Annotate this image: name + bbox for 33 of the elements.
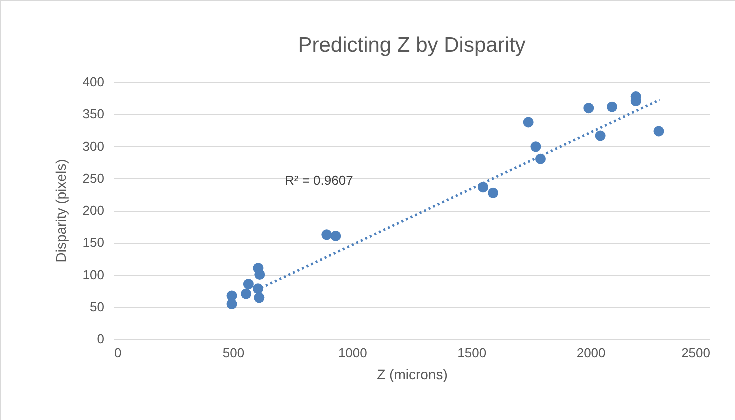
point xyxy=(254,270,266,280)
y-tick-label: 400 xyxy=(82,74,104,90)
point xyxy=(226,299,238,310)
chart-title: Predicting Z by Disparity xyxy=(298,34,526,57)
point xyxy=(595,130,606,142)
x-tick-label: 1500 xyxy=(458,346,487,360)
y-tick-label: 250 xyxy=(82,170,104,186)
x-tick-label: 500 xyxy=(222,346,245,360)
point xyxy=(654,126,664,137)
point xyxy=(330,230,342,242)
point xyxy=(254,292,265,304)
point xyxy=(584,103,594,114)
x-axis-title: Z (microns) xyxy=(377,366,448,382)
point xyxy=(322,230,332,240)
y-tick-label: 350 xyxy=(82,106,104,122)
x-tick-label: 1000 xyxy=(338,346,368,360)
point xyxy=(523,117,534,128)
y-tick-label: 150 xyxy=(82,235,104,250)
y-tick-label: 0 xyxy=(97,332,104,346)
y-tick-label: 100 xyxy=(82,267,104,282)
point xyxy=(243,279,254,290)
point xyxy=(488,188,499,198)
x-tick-label: 2000 xyxy=(576,346,606,360)
y-tick-label: 300 xyxy=(82,138,104,154)
x-tick-label: 0 xyxy=(114,346,122,360)
x-tick-label: 2500 xyxy=(682,346,710,360)
y-axis-title: Disparity (pixels) xyxy=(52,159,69,263)
annotation: R² = 0.9607 xyxy=(285,173,354,188)
point xyxy=(241,288,252,300)
point xyxy=(607,102,618,112)
y-tick-label: 200 xyxy=(82,203,104,218)
y-tick-label: 50 xyxy=(90,299,104,314)
point xyxy=(530,142,542,152)
